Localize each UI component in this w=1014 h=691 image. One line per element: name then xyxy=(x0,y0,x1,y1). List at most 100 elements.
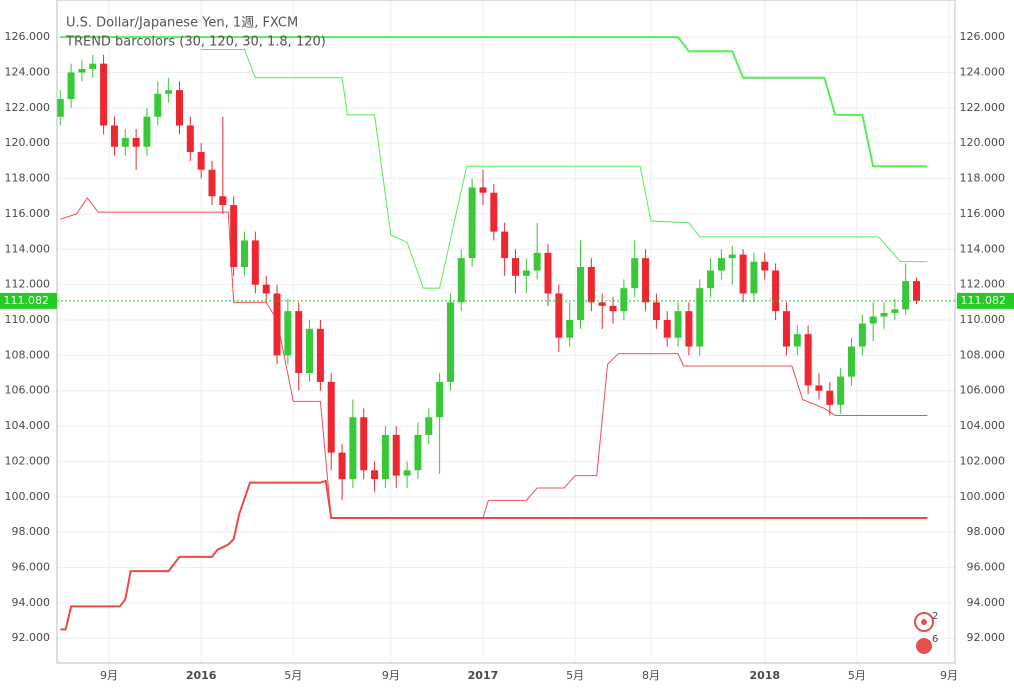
y-tick-label: 98.000 xyxy=(12,525,51,538)
last-price-label: 111.082 xyxy=(4,294,50,307)
candle-body xyxy=(273,293,281,356)
candle-body xyxy=(208,169,216,197)
candle-body xyxy=(100,63,108,126)
last-price-box xyxy=(957,292,1014,309)
x-tick-label: 5月 xyxy=(566,669,584,682)
candle-body xyxy=(295,311,303,374)
candle-body xyxy=(425,417,433,435)
candle-body xyxy=(631,258,639,289)
y-tick-label: 92.000 xyxy=(12,631,51,644)
candle-body xyxy=(880,312,888,317)
candle-body xyxy=(327,381,335,453)
y-tick-label: 108.000 xyxy=(5,348,51,361)
candle-body xyxy=(804,334,812,386)
trend-line xyxy=(60,36,928,168)
y-tick-label: 104.000 xyxy=(960,419,1006,432)
y-tick-label: 94.000 xyxy=(12,596,51,609)
y-tick-label: 98.000 xyxy=(967,525,1006,538)
candle-body xyxy=(869,316,877,324)
candle-body xyxy=(642,258,650,303)
y-tick-label: 94.000 xyxy=(967,596,1006,609)
candle-body xyxy=(219,196,227,206)
candle-body xyxy=(479,187,487,193)
y-tick-label: 104.000 xyxy=(5,419,51,432)
x-tick-label: 2017 xyxy=(468,669,499,682)
candle-body xyxy=(457,258,465,303)
candle-body xyxy=(685,311,693,347)
candle-body xyxy=(262,284,270,294)
candle-body xyxy=(577,266,585,321)
candle-body xyxy=(436,381,444,418)
y-tick-label: 110.000 xyxy=(5,313,51,326)
y-tick-label: 114.000 xyxy=(960,242,1006,255)
y-tick-label: 92.000 xyxy=(967,631,1006,644)
candle-body xyxy=(371,470,379,480)
trend-line xyxy=(201,49,928,289)
candle-body xyxy=(143,116,151,147)
candle-body xyxy=(349,417,357,480)
candle-body xyxy=(175,90,183,126)
candle-body xyxy=(403,470,411,476)
x-tick-label: 8月 xyxy=(642,669,660,682)
y-tick-label: 122.000 xyxy=(5,101,51,114)
x-tick-label: 9月 xyxy=(382,669,400,682)
candle-body xyxy=(251,240,259,285)
candle-body xyxy=(338,452,346,480)
candle-body xyxy=(696,288,704,347)
candle-body xyxy=(381,434,389,480)
x-tick-label: 9月 xyxy=(100,669,118,682)
candle-body xyxy=(587,266,595,303)
candle-body xyxy=(186,125,194,153)
candle-body xyxy=(555,293,563,338)
y-tick-label: 100.000 xyxy=(960,490,1006,503)
candle-body xyxy=(414,434,422,471)
y-tick-label: 102.000 xyxy=(960,454,1006,467)
candle-body xyxy=(132,137,140,147)
candle-body xyxy=(837,376,845,405)
trend-line xyxy=(60,479,928,631)
badge-dot xyxy=(921,619,927,625)
candle-body xyxy=(121,137,129,147)
plot-border xyxy=(56,0,956,664)
candle-body xyxy=(306,328,314,374)
last-price-box xyxy=(0,292,57,309)
y-tick-label: 120.000 xyxy=(960,136,1006,149)
candle-body xyxy=(392,434,400,476)
y-tick-label: 100.000 xyxy=(5,490,51,503)
y-tick-label: 112.000 xyxy=(5,278,51,291)
trend-line xyxy=(60,197,928,519)
candle-body xyxy=(110,125,118,147)
candle-body xyxy=(197,152,205,170)
candle-body xyxy=(663,320,671,338)
y-tick-label: 96.000 xyxy=(967,561,1006,574)
candle-body xyxy=(674,311,682,338)
x-tick-label: 9月 xyxy=(940,669,958,682)
candle-body xyxy=(739,254,747,294)
candle-body xyxy=(826,390,834,405)
candle-body xyxy=(165,90,173,94)
candle-body xyxy=(544,252,552,294)
candle-body xyxy=(241,240,249,267)
candle-body xyxy=(230,205,238,267)
y-tick-label: 124.000 xyxy=(5,65,51,78)
y-tick-label: 114.000 xyxy=(5,242,51,255)
candle-body xyxy=(913,281,921,301)
candle-body xyxy=(793,334,801,347)
candle-body xyxy=(360,417,368,471)
candle-body xyxy=(316,328,324,382)
candle-body xyxy=(717,258,725,271)
y-tick-label: 124.000 xyxy=(960,65,1006,78)
chart-subtitle: TREND barcolors (30, 120, 30, 1.8, 120) xyxy=(65,35,326,50)
candle-body xyxy=(815,385,823,391)
badge-icons[interactable]: 2 6 xyxy=(914,611,938,654)
x-tick-label: 2018 xyxy=(749,669,780,682)
y-tick-label: 122.000 xyxy=(960,101,1006,114)
x-tick-label: 5月 xyxy=(284,669,302,682)
y-tick-label: 106.000 xyxy=(5,384,51,397)
candle-body xyxy=(522,270,530,276)
badge-count: 6 xyxy=(932,634,938,645)
candle-body xyxy=(891,309,899,313)
y-tick-label: 126.000 xyxy=(5,30,51,43)
y-tick-label: 116.000 xyxy=(5,207,51,220)
candle-body xyxy=(609,305,617,312)
